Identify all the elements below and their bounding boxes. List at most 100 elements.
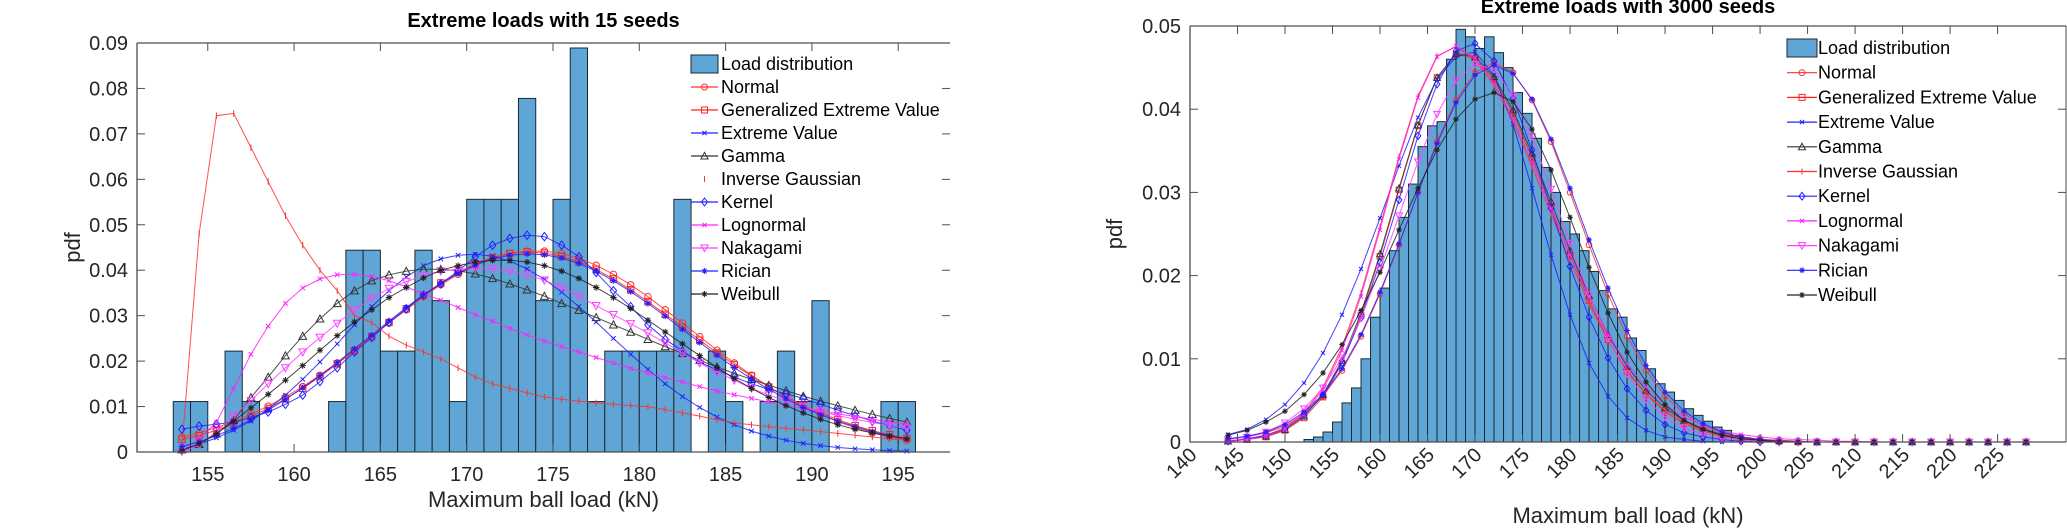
series-marker (523, 250, 531, 258)
x-tick-label: 225 (1970, 444, 2009, 483)
series-marker (1623, 384, 1631, 394)
series-marker (1396, 156, 1402, 162)
series-marker (1567, 252, 1573, 258)
y-tick-label: 0.06 (89, 169, 128, 191)
series-marker (317, 276, 323, 282)
series-marker (523, 230, 531, 241)
legend-item-nakagami: Nakagami (1787, 236, 1899, 256)
legend-item-lognormal: Lognormal (1787, 211, 1903, 231)
legend-item-load-distribution: Load distribution (690, 54, 853, 74)
legend-label: Inverse Gaussian (1818, 162, 1958, 182)
series-marker (1472, 55, 1478, 60)
series-marker (558, 267, 565, 275)
chart-15-seeds: 155 160 165 170 175 180 185 190 195 0 0.01 0.02 0.03… (60, 10, 950, 512)
legend: Load distribution Normal Generalized Extre… (1786, 38, 2037, 305)
histogram-bar (1398, 216, 1410, 443)
series-marker (714, 388, 720, 394)
legend-label: Rician (1818, 260, 1868, 280)
series-marker (834, 421, 842, 428)
series-marker (1604, 353, 1612, 363)
series-marker (1451, 76, 1461, 85)
histogram-bar (656, 350, 675, 453)
series-marker (1567, 185, 1573, 192)
series-marker (1508, 91, 1518, 100)
series-marker (696, 352, 703, 359)
histogram-bar (1313, 436, 1324, 443)
series-marker (334, 332, 341, 339)
series-marker (1301, 380, 1307, 386)
series-marker (766, 399, 772, 405)
series-marker (591, 301, 601, 311)
x-tick-label: 220 (1922, 444, 1961, 483)
series-marker (576, 349, 582, 355)
series-marker (230, 417, 237, 425)
series-marker (522, 284, 532, 294)
series-marker (593, 354, 599, 361)
histogram-bar (1341, 402, 1353, 443)
y-tick-label: 0.01 (1142, 349, 1181, 371)
series-marker (1377, 289, 1383, 296)
legend-item-extreme-value: Extreme Value (691, 123, 838, 143)
series-marker (1377, 269, 1383, 276)
histogram-bar (1332, 421, 1343, 443)
histogram-bar (1484, 36, 1495, 443)
series-marker (627, 288, 634, 295)
series-marker (334, 359, 341, 366)
series-marker (765, 394, 772, 401)
series-marker (1320, 370, 1326, 376)
series-marker (610, 360, 617, 366)
series-marker (559, 343, 565, 350)
series-marker (489, 318, 496, 324)
series-marker (1472, 49, 1478, 55)
series-marker (608, 319, 619, 329)
series-marker (1396, 241, 1402, 247)
series-marker (679, 379, 686, 385)
series-marker (1244, 433, 1250, 439)
series-marker (1356, 314, 1366, 323)
legend-label: Generalized Extreme Value (721, 100, 940, 120)
series-marker (349, 285, 360, 295)
series-marker (867, 418, 878, 428)
series-marker (1339, 312, 1345, 318)
series-marker (1377, 215, 1383, 221)
series-marker (1529, 126, 1535, 132)
series-marker (1434, 54, 1440, 60)
histogram-bar (224, 350, 243, 453)
legend-marker (702, 130, 707, 136)
series-marker (1395, 195, 1403, 205)
histogram-bar (535, 300, 554, 453)
series-marker (1586, 264, 1592, 271)
histogram-bar (1436, 121, 1448, 443)
series-marker (213, 430, 220, 438)
histogram-bar (1512, 92, 1524, 443)
x-tick-label: 155 (191, 464, 224, 486)
series-marker (1376, 257, 1384, 267)
series-marker (523, 258, 531, 266)
series-marker (1643, 362, 1649, 369)
series-marker (1472, 72, 1478, 78)
histogram-bar (1427, 125, 1438, 443)
series-marker (351, 318, 358, 326)
series-marker (610, 277, 617, 284)
y-tick-label: 0.09 (89, 33, 128, 55)
series-marker (748, 375, 755, 383)
series-marker (1491, 62, 1497, 68)
series-marker (1662, 389, 1668, 395)
series-marker (1472, 96, 1478, 103)
series-marker (783, 437, 789, 443)
series-marker (1624, 327, 1630, 334)
series-marker (316, 376, 324, 387)
histogram-bar (552, 198, 571, 453)
series-marker (1339, 341, 1345, 348)
series-marker (697, 383, 703, 390)
series-line (181, 234, 907, 431)
series-marker (1662, 401, 1668, 408)
series-marker (833, 411, 843, 421)
series-marker (575, 275, 583, 282)
series-marker (1358, 331, 1364, 338)
x-tick-label: 205 (1780, 444, 1819, 483)
series-marker (282, 396, 289, 403)
series-marker (1339, 365, 1345, 372)
series-marker (610, 335, 617, 341)
